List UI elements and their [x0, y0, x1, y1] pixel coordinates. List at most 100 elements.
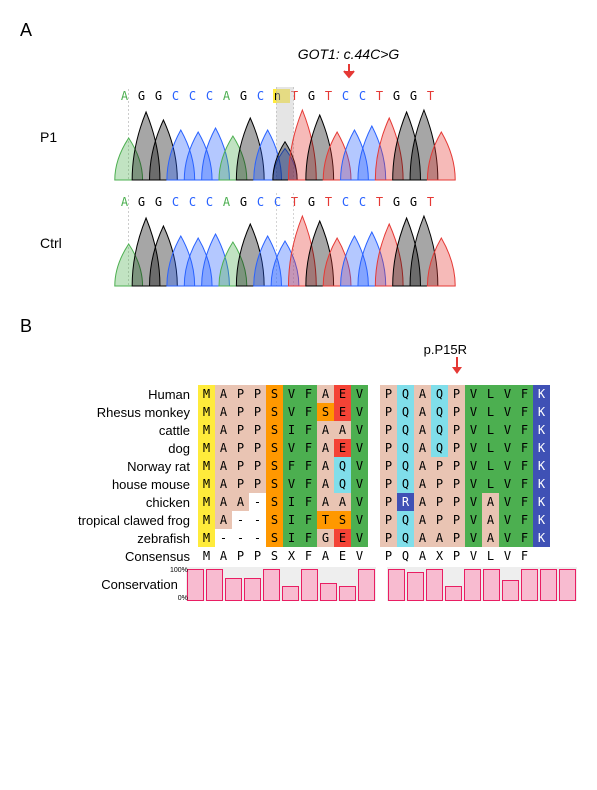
aa-cell: K: [533, 385, 550, 403]
aa-cell: V: [351, 493, 368, 511]
aa-cell: A: [482, 529, 499, 547]
aa-cell: M: [198, 457, 215, 475]
alignment-row: cattleMAPPSIFAAVPQAQPVLVFK: [20, 421, 577, 439]
aa-cell: F: [283, 457, 300, 475]
aa-cell: F: [300, 403, 317, 421]
aa-cell: F: [516, 457, 533, 475]
conservation-bar: [483, 569, 500, 601]
aa-cell: K: [533, 421, 550, 439]
aa-cell: F: [516, 421, 533, 439]
aa-cell: V: [499, 403, 516, 421]
aa-cell: F: [300, 511, 317, 529]
conservation-bar: [339, 586, 356, 602]
aa-cell: K: [533, 493, 550, 511]
consensus-row: ConsensusMAPPSXFAEVPQAXPVLVFK: [20, 547, 577, 565]
aa-cell: A: [215, 475, 232, 493]
aa-cell: M: [198, 547, 215, 565]
sample-label: P1: [40, 129, 57, 145]
aa-cell: Q: [397, 457, 414, 475]
species-label: chicken: [20, 495, 198, 510]
aa-cell: S: [266, 475, 283, 493]
base: G: [137, 89, 154, 103]
base: T: [324, 195, 341, 209]
species-label: Rhesus monkey: [20, 405, 198, 420]
aa-cell: A: [414, 547, 431, 565]
aa-cell: A: [317, 439, 334, 457]
aa-cell: A: [317, 475, 334, 493]
sample-label: Ctrl: [40, 235, 62, 251]
base: G: [137, 195, 154, 209]
aa-cell: Q: [397, 547, 414, 565]
aa-cell: P: [448, 403, 465, 421]
base: G: [392, 89, 409, 103]
conservation-bar: [225, 578, 242, 601]
base: A: [222, 89, 239, 103]
aa-cell: F: [300, 439, 317, 457]
aa-cell: A: [414, 439, 431, 457]
base: C: [205, 195, 222, 209]
aa-cell: V: [499, 385, 516, 403]
conservation-bar: [445, 586, 462, 602]
base: T: [426, 195, 443, 209]
aa-cell: P: [249, 475, 266, 493]
conservation-bar: [301, 569, 318, 601]
aa-cell: S: [266, 529, 283, 547]
aa-cell: P: [380, 403, 397, 421]
aa-cell: M: [198, 475, 215, 493]
aa-cell: V: [465, 511, 482, 529]
aa-cell: P: [232, 385, 249, 403]
seq-block-2: PQAQPVLVFK: [380, 421, 550, 439]
consensus-label: Consensus: [20, 549, 198, 564]
aa-cell: L: [482, 547, 499, 565]
aa-cell: A: [215, 547, 232, 565]
alignment-row: Rhesus monkeyMAPPSVFSEVPQAQPVLVFK: [20, 403, 577, 421]
aa-cell: S: [266, 511, 283, 529]
base: T: [324, 89, 341, 103]
aa-cell: V: [465, 385, 482, 403]
conservation-bar: [426, 569, 443, 601]
aa-cell: F: [516, 475, 533, 493]
seq-block-1: MAPPSFFAQV: [198, 457, 368, 475]
aa-cell: A: [414, 385, 431, 403]
aa-cell: F: [516, 439, 533, 457]
aa-cell: P: [249, 457, 266, 475]
alignment-row: dogMAPPSVFAEVPQAQPVLVFK: [20, 439, 577, 457]
alignment-row: HumanMAPPSVFAEVPQAQPVLVFK: [20, 385, 577, 403]
aa-cell: V: [283, 403, 300, 421]
aa-cell: T: [317, 511, 334, 529]
aa-cell: V: [499, 529, 516, 547]
aa-cell: L: [482, 421, 499, 439]
base: T: [426, 89, 443, 103]
seq-block-1: MA--SIFTSV: [198, 511, 368, 529]
aa-cell: F: [300, 547, 317, 565]
base: T: [290, 195, 307, 209]
aa-cell: F: [300, 529, 317, 547]
variant-change: : c.44C>G: [336, 46, 399, 62]
base: C: [205, 89, 222, 103]
aa-cell: A: [414, 457, 431, 475]
conservation-bar: [540, 569, 557, 601]
conservation-bar: [559, 569, 576, 601]
aa-cell: M: [198, 493, 215, 511]
aa-cell: V: [283, 439, 300, 457]
aa-cell: V: [465, 493, 482, 511]
conservation-bar: [187, 569, 204, 601]
aa-cell: S: [266, 403, 283, 421]
aa-cell: K: [533, 475, 550, 493]
aa-cell: A: [317, 421, 334, 439]
aa-cell: V: [465, 457, 482, 475]
aa-cell: P: [448, 547, 465, 565]
aa-cell: S: [266, 385, 283, 403]
aa-cell: V: [465, 547, 482, 565]
aa-cell: -: [232, 529, 249, 547]
seq-block-2: PQAQPVLVFK: [380, 385, 550, 403]
aa-cell: Q: [397, 385, 414, 403]
aa-cell: V: [351, 421, 368, 439]
aa-cell: V: [499, 475, 516, 493]
aa-cell: V: [351, 475, 368, 493]
seq-block-2: PQAPPVAVFK: [380, 511, 550, 529]
aa-cell: P: [448, 439, 465, 457]
species-label: Human: [20, 387, 198, 402]
aa-cell: V: [351, 529, 368, 547]
aa-cell: P: [380, 439, 397, 457]
